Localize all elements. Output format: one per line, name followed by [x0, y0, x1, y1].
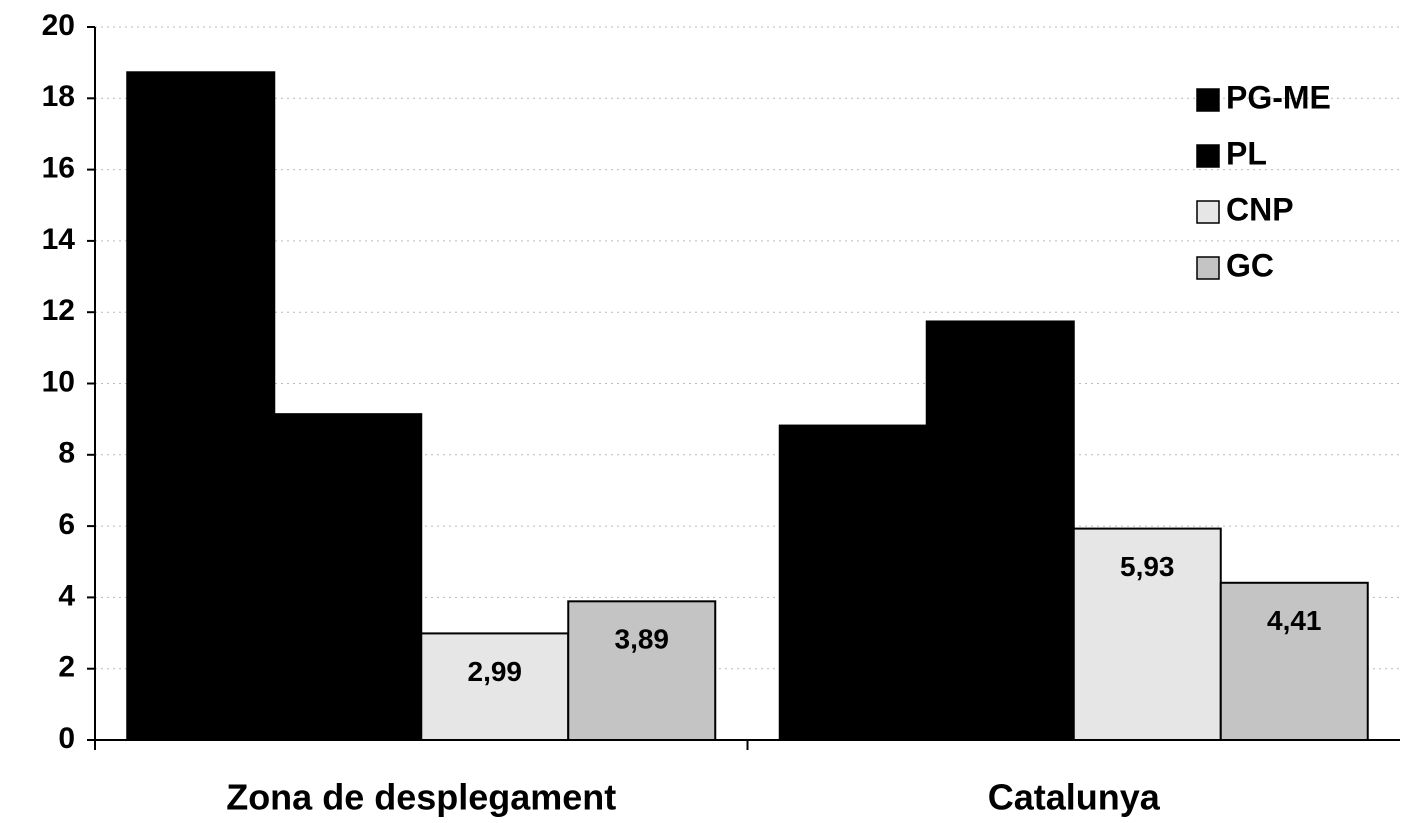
legend-swatch: [1196, 200, 1220, 224]
legend-swatch: [1196, 256, 1220, 280]
y-tick-label: 0: [58, 722, 75, 755]
value-label: 11,74: [966, 344, 1035, 375]
legend-label: GC: [1226, 247, 1274, 283]
legend-label: PL: [1226, 135, 1267, 171]
bar: [126, 71, 276, 741]
x-tick-label: Catalunya: [988, 777, 1161, 818]
legend-label: PG-ME: [1226, 79, 1331, 115]
legend-label: CNP: [1226, 191, 1294, 227]
bar: [567, 600, 717, 741]
y-tick-label: 18: [42, 80, 75, 113]
y-tick-label: 14: [42, 223, 76, 256]
value-label: 2,99: [468, 656, 523, 687]
y-tick-label: 6: [58, 508, 75, 541]
legend-swatch: [1196, 88, 1220, 112]
y-tick-label: 16: [42, 152, 75, 185]
y-tick-label: 12: [42, 294, 75, 327]
y-tick-label: 2: [58, 651, 75, 684]
bar: [925, 320, 1075, 741]
y-tick-label: 10: [42, 365, 75, 398]
y-tick-label: 4: [58, 579, 75, 612]
bar: [420, 632, 570, 741]
value-label: 3,89: [615, 624, 670, 655]
bar: [1072, 527, 1222, 742]
value-label: 8,82: [826, 448, 881, 479]
value-label: 18,73: [166, 95, 236, 126]
bar: [1219, 581, 1369, 742]
value-label: 5,93: [1120, 551, 1175, 582]
value-label: 4,41: [1267, 605, 1322, 636]
y-tick-label: 20: [42, 9, 75, 42]
bar: [778, 424, 928, 741]
x-tick-label: Zona de desplegament: [226, 777, 616, 818]
legend-swatch: [1196, 144, 1220, 168]
y-tick-label: 8: [58, 437, 75, 470]
value-label: 9,14: [321, 437, 376, 468]
bar: [273, 413, 423, 741]
